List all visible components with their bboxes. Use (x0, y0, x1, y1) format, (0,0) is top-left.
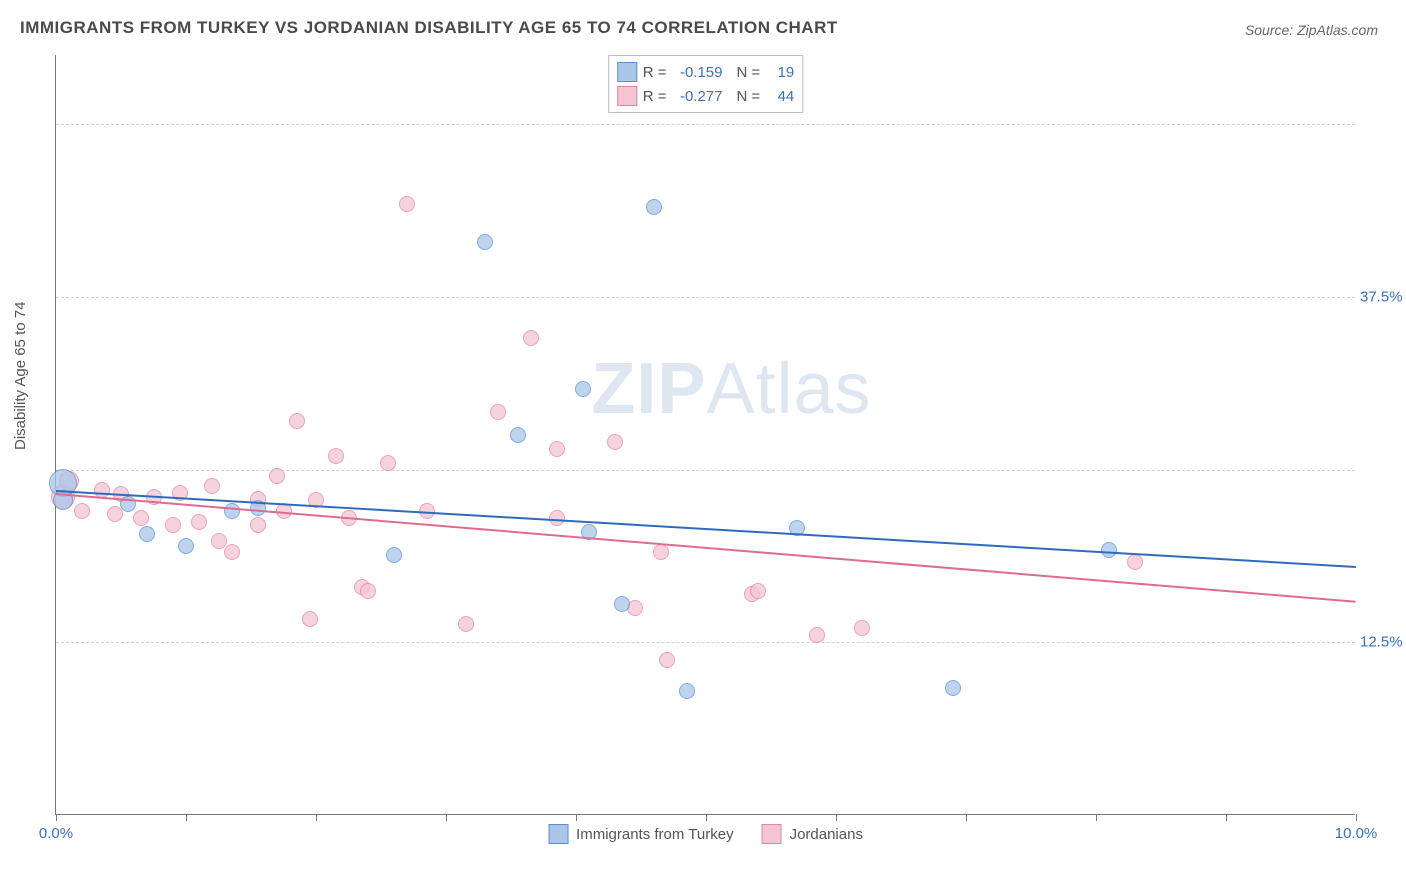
scatter-point (549, 441, 565, 457)
legend-item-turkey: Immigrants from Turkey (548, 824, 734, 844)
x-tick-mark (1226, 814, 1227, 821)
scatter-point (269, 468, 285, 484)
scatter-point (646, 199, 662, 215)
n-label: N = (737, 64, 761, 81)
x-tick-mark (446, 814, 447, 821)
scatter-point (607, 434, 623, 450)
scatter-point (133, 510, 149, 526)
scatter-point (224, 503, 240, 519)
scatter-point (477, 234, 493, 250)
gridline-horizontal (56, 642, 1355, 643)
chart-title: IMMIGRANTS FROM TURKEY VS JORDANIAN DISA… (20, 18, 838, 38)
scatter-point (224, 544, 240, 560)
scatter-point (328, 448, 344, 464)
scatter-point (659, 652, 675, 668)
stats-box: R = -0.159 N = 19 R = -0.277 N = 44 (608, 55, 804, 113)
swatch-turkey (617, 62, 637, 82)
scatter-point (510, 427, 526, 443)
scatter-point (380, 455, 396, 471)
n-label: N = (737, 88, 761, 105)
x-tick-mark (1096, 814, 1097, 821)
swatch-jordanians-icon (762, 824, 782, 844)
regression-line (56, 493, 1356, 603)
gridline-horizontal (56, 124, 1355, 125)
legend-label-turkey: Immigrants from Turkey (576, 826, 734, 843)
watermark-bold: ZIP (591, 349, 706, 429)
x-tick-label: 10.0% (1335, 825, 1378, 842)
scatter-point (854, 620, 870, 636)
x-tick-mark (316, 814, 317, 821)
x-tick-mark (966, 814, 967, 821)
x-tick-mark (706, 814, 707, 821)
scatter-point (399, 196, 415, 212)
y-axis-label: Disability Age 65 to 74 (12, 302, 29, 450)
scatter-point (289, 413, 305, 429)
scatter-point (750, 583, 766, 599)
scatter-point (809, 627, 825, 643)
x-tick-label: 0.0% (39, 825, 73, 842)
r-value-turkey: -0.159 (673, 64, 723, 81)
swatch-turkey-icon (548, 824, 568, 844)
scatter-point (250, 517, 266, 533)
x-tick-mark (186, 814, 187, 821)
scatter-point (653, 544, 669, 560)
scatter-point (614, 596, 630, 612)
y-tick-label: 12.5% (1360, 634, 1406, 651)
gridline-horizontal (56, 297, 1355, 298)
x-tick-mark (56, 814, 57, 821)
r-label: R = (643, 64, 667, 81)
source-credit: Source: ZipAtlas.com (1245, 22, 1378, 38)
x-tick-mark (576, 814, 577, 821)
scatter-point (1127, 554, 1143, 570)
scatter-point (191, 514, 207, 530)
scatter-point (1101, 542, 1117, 558)
scatter-point (458, 616, 474, 632)
r-value-jordanians: -0.277 (673, 88, 723, 105)
legend-label-jordanians: Jordanians (790, 826, 863, 843)
scatter-point (178, 538, 194, 554)
scatter-point (575, 381, 591, 397)
n-value-turkey: 19 (766, 64, 794, 81)
legend-bottom: Immigrants from Turkey Jordanians (548, 824, 863, 844)
gridline-horizontal (56, 470, 1355, 471)
r-label: R = (643, 88, 667, 105)
stats-row-turkey: R = -0.159 N = 19 (617, 60, 795, 84)
scatter-point (549, 510, 565, 526)
scatter-point (945, 680, 961, 696)
scatter-point (490, 404, 506, 420)
y-tick-label: 37.5% (1360, 288, 1406, 305)
x-tick-mark (1356, 814, 1357, 821)
scatter-point (165, 517, 181, 533)
plot-area: ZIPAtlas R = -0.159 N = 19 R = -0.277 N … (55, 55, 1355, 815)
watermark: ZIPAtlas (591, 348, 871, 430)
watermark-light: Atlas (706, 349, 871, 429)
x-tick-mark (836, 814, 837, 821)
n-value-jordanians: 44 (766, 88, 794, 105)
scatter-point (679, 683, 695, 699)
scatter-point (74, 503, 90, 519)
scatter-point (139, 526, 155, 542)
legend-item-jordanians: Jordanians (762, 824, 863, 844)
scatter-point (204, 478, 220, 494)
scatter-point (302, 611, 318, 627)
scatter-point (523, 330, 539, 346)
stats-row-jordanians: R = -0.277 N = 44 (617, 84, 795, 108)
scatter-point (360, 583, 376, 599)
scatter-point (386, 547, 402, 563)
swatch-jordanians (617, 86, 637, 106)
